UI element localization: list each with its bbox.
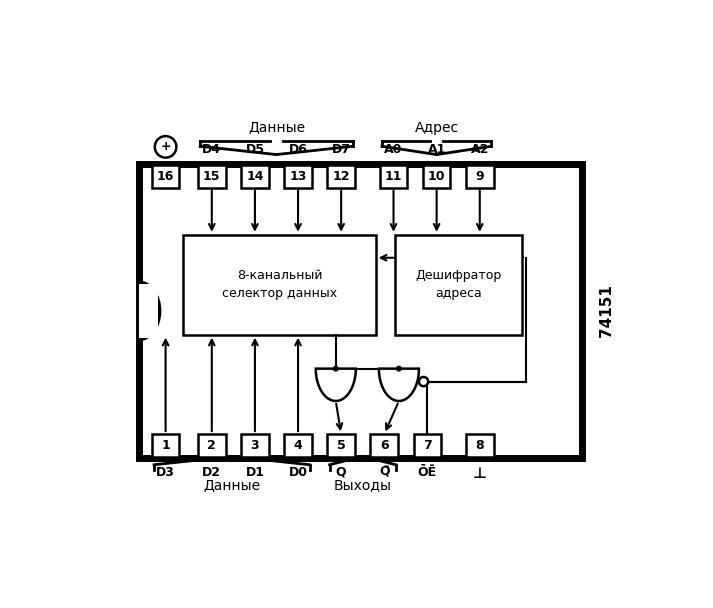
Text: Q: Q: [336, 466, 347, 478]
Text: 11: 11: [385, 170, 402, 182]
Polygon shape: [466, 165, 493, 188]
Text: A0: A0: [384, 143, 403, 156]
Text: 7: 7: [423, 439, 432, 452]
Polygon shape: [241, 165, 269, 188]
Polygon shape: [466, 434, 493, 457]
Text: 3: 3: [250, 439, 260, 452]
Text: селектор данных: селектор данных: [222, 288, 337, 300]
Polygon shape: [138, 284, 158, 338]
Text: D7: D7: [332, 143, 351, 156]
Text: ŌĒ: ŌĒ: [418, 466, 437, 478]
Text: ⊥: ⊥: [473, 466, 487, 481]
Polygon shape: [395, 235, 522, 335]
Polygon shape: [423, 165, 451, 188]
Text: 1: 1: [161, 439, 170, 452]
Text: Q̄: Q̄: [379, 466, 389, 478]
Text: 10: 10: [428, 170, 446, 182]
Polygon shape: [379, 368, 419, 401]
Text: 13: 13: [289, 170, 307, 182]
Circle shape: [334, 367, 338, 371]
Polygon shape: [198, 434, 225, 457]
Text: +: +: [160, 140, 171, 153]
Text: 16: 16: [157, 170, 174, 182]
Polygon shape: [183, 235, 376, 335]
Text: D2: D2: [202, 466, 221, 478]
Text: 8-канальный: 8-канальный: [237, 269, 322, 282]
Polygon shape: [198, 165, 225, 188]
Text: 15: 15: [203, 170, 220, 182]
Text: 2: 2: [207, 439, 216, 452]
Text: 9: 9: [476, 170, 484, 182]
Polygon shape: [414, 434, 441, 457]
Polygon shape: [152, 165, 180, 188]
Text: 4: 4: [294, 439, 302, 452]
Polygon shape: [284, 434, 312, 457]
Text: 8: 8: [476, 439, 484, 452]
Text: D0: D0: [289, 466, 307, 478]
Polygon shape: [327, 434, 355, 457]
Text: 5: 5: [337, 439, 346, 452]
Polygon shape: [241, 434, 269, 457]
Circle shape: [396, 367, 401, 371]
Text: Выходы: Выходы: [334, 478, 391, 492]
Polygon shape: [371, 434, 398, 457]
Polygon shape: [379, 165, 407, 188]
Circle shape: [419, 377, 429, 386]
Text: 6: 6: [380, 439, 389, 452]
Text: A2: A2: [471, 143, 489, 156]
Text: A1: A1: [428, 143, 446, 156]
Text: D5: D5: [245, 143, 265, 156]
Text: Данные: Данные: [248, 120, 305, 134]
Text: D6: D6: [289, 143, 307, 156]
Text: 74151: 74151: [600, 285, 615, 337]
Polygon shape: [284, 165, 312, 188]
Text: D3: D3: [156, 466, 175, 478]
Polygon shape: [152, 434, 180, 457]
Text: D1: D1: [245, 466, 265, 478]
Text: 12: 12: [332, 170, 350, 182]
Text: Данные: Данные: [203, 478, 260, 492]
Polygon shape: [327, 165, 355, 188]
Text: Адрес: Адрес: [414, 120, 458, 134]
Text: адреса: адреса: [435, 288, 482, 300]
Text: D4: D4: [202, 143, 221, 156]
Polygon shape: [138, 164, 583, 458]
Text: 14: 14: [246, 170, 264, 182]
Text: Дешифратор: Дешифратор: [416, 269, 502, 282]
Polygon shape: [316, 368, 356, 401]
